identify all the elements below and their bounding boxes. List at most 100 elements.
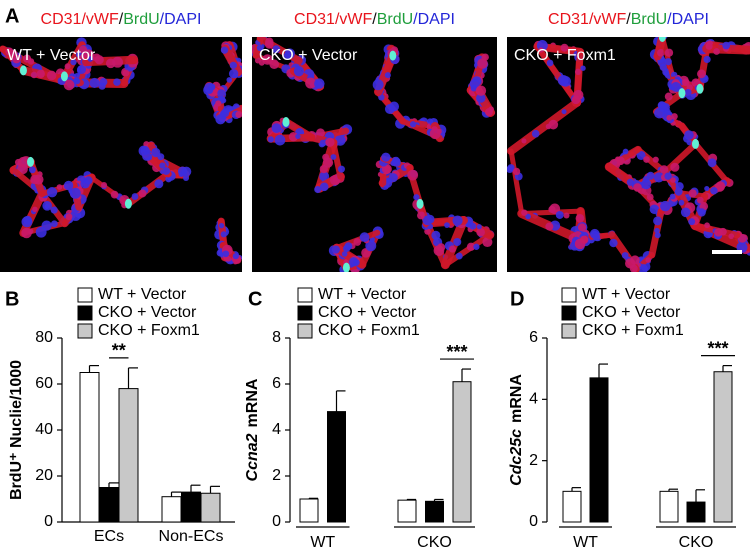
y-tick-label: 4 [272, 421, 281, 438]
nucleus [576, 214, 585, 223]
nucleus [343, 245, 350, 252]
nucleus [714, 228, 723, 237]
nucleus [132, 193, 139, 200]
nucleus [449, 246, 456, 253]
nucleus [182, 167, 192, 177]
stain-part: CD31/vWF [41, 11, 119, 28]
nucleus [29, 166, 36, 173]
nucleus [47, 187, 57, 197]
nucleus [100, 78, 108, 86]
nucleus [580, 66, 585, 71]
nucleus [353, 259, 360, 266]
nucleus [572, 95, 581, 104]
nucleus [322, 154, 329, 161]
x-tick-label: ECs [94, 528, 124, 545]
nucleus [623, 149, 629, 155]
brdu-nucleus [692, 139, 699, 149]
brdu-nucleus [125, 199, 132, 209]
nucleus [473, 244, 479, 250]
stain-part: /DAPI [160, 11, 202, 28]
nucleus [706, 43, 713, 50]
bar [162, 497, 181, 522]
brdu-nucleus [27, 157, 34, 167]
nucleus [215, 100, 221, 106]
brdu-nucleus [343, 263, 350, 273]
y-tick-label: 40 [35, 421, 53, 438]
bar [426, 501, 444, 522]
nucleus [476, 85, 486, 95]
nucleus [575, 239, 586, 250]
nucleus [320, 165, 328, 173]
nucleus [665, 58, 672, 65]
error-bar [723, 366, 732, 372]
nucleus [660, 165, 668, 173]
nucleus [360, 232, 370, 242]
y-tick-label: 4 [529, 391, 538, 408]
error-bar [109, 483, 119, 488]
stain-part: BrdU [123, 11, 159, 28]
nucleus [230, 62, 237, 69]
nucleus [221, 109, 229, 117]
y-tick-label: 2 [272, 467, 281, 484]
panel-letter: C [248, 288, 262, 310]
image-label: CKO + Foxm1 [514, 47, 616, 64]
nucleus [381, 153, 390, 162]
stain-title: CD31/vWF/BrdU/DAPI [41, 11, 202, 28]
legend-swatch [298, 306, 312, 320]
panel-letter: A [5, 5, 19, 27]
nucleus [477, 58, 487, 68]
nucleus [353, 238, 361, 246]
y-tick-label: 60 [35, 375, 53, 392]
bar [398, 500, 416, 522]
y-axis-label: Ccna2mRNA [244, 378, 261, 481]
legend-label: CKO + Vector [318, 304, 417, 321]
nucleus [66, 213, 73, 220]
nucleus [485, 108, 493, 116]
error-bar [309, 498, 318, 499]
nucleus [713, 48, 720, 55]
nucleus [697, 197, 704, 204]
bar [300, 499, 318, 522]
nucleus [34, 175, 44, 185]
nucleus [710, 187, 717, 194]
nucleus [21, 228, 32, 239]
nucleus [665, 93, 673, 101]
bar [119, 389, 138, 522]
nucleus [671, 113, 678, 120]
nucleus [51, 206, 58, 213]
brdu-nucleus [61, 71, 68, 81]
nucleus [217, 89, 225, 97]
nucleus [373, 79, 384, 90]
nucleus [453, 238, 461, 246]
bar [182, 492, 201, 522]
nucleus [654, 108, 665, 119]
nucleus [704, 222, 710, 228]
y-tick-label: 0 [529, 513, 538, 530]
nucleus [268, 136, 274, 142]
stain-part: CD31/vWF [294, 11, 372, 28]
nucleus [139, 190, 147, 198]
brdu-nucleus [417, 199, 424, 209]
nucleus [609, 239, 617, 247]
legend-label: CKO + Vector [98, 304, 197, 321]
error-bar [572, 488, 581, 492]
brdu-nucleus [20, 65, 27, 75]
nucleus [410, 121, 416, 127]
nucleus [728, 233, 734, 239]
significance-label: *** [707, 338, 728, 358]
nucleus [222, 250, 229, 257]
y-tick-label: 2 [529, 452, 538, 469]
nucleus [392, 158, 401, 167]
bar [563, 491, 581, 522]
legend-swatch [298, 324, 312, 338]
nucleus [430, 128, 441, 139]
panel-letter: B [5, 288, 19, 310]
x-tick-label: WT [310, 534, 335, 550]
nucleus [670, 163, 679, 172]
y-tick-label: 80 [35, 329, 53, 346]
nucleus [227, 77, 233, 83]
nucleus [575, 69, 581, 75]
brdu-nucleus [389, 51, 396, 61]
nucleus [417, 212, 425, 220]
